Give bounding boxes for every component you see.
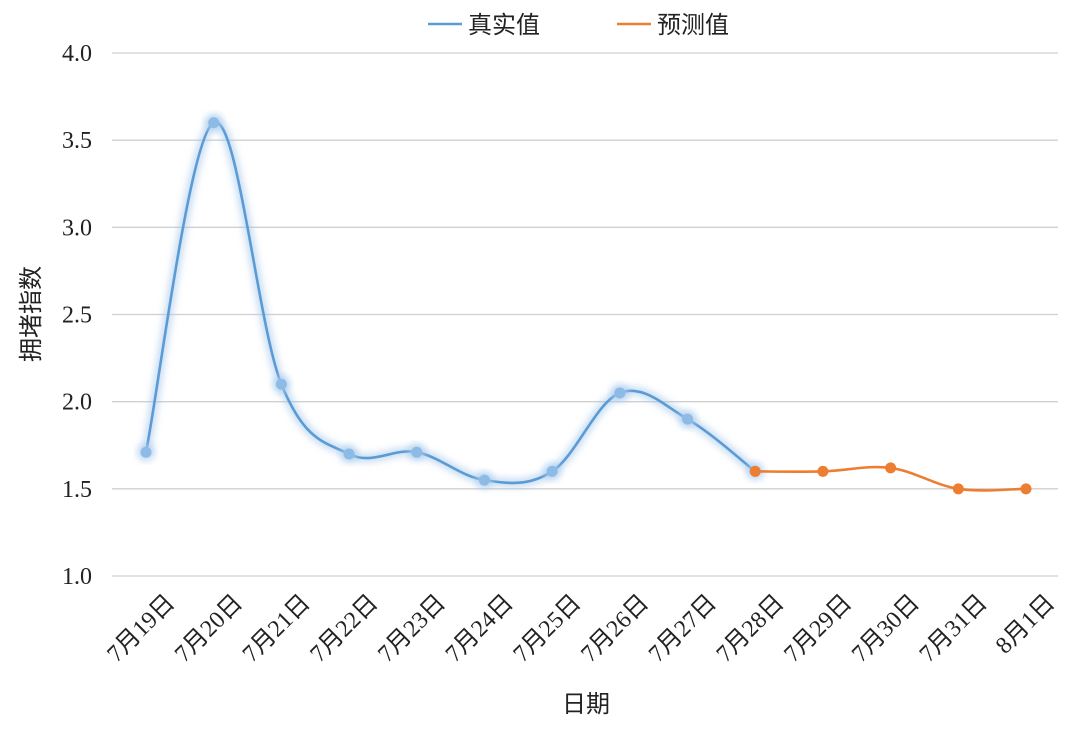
data-point-actual bbox=[275, 378, 287, 390]
data-point-predicted bbox=[1020, 483, 1032, 495]
x-tick-label: 7月24日 bbox=[441, 590, 519, 668]
x-tick-labels: 7月19日7月20日7月21日7月22日7月23日7月24日7月25日7月26日… bbox=[102, 590, 1060, 668]
series-lines bbox=[137, 113, 1032, 495]
x-tick-label: 7月25日 bbox=[509, 590, 587, 668]
data-point-actual bbox=[343, 448, 355, 460]
legend-label: 预测值 bbox=[657, 11, 729, 39]
x-tick-label: 7月30日 bbox=[847, 590, 925, 668]
x-tick-label: 7月22日 bbox=[306, 590, 384, 668]
x-tick-label: 7月20日 bbox=[170, 590, 248, 668]
data-point-actual bbox=[682, 413, 694, 425]
data-point-actual bbox=[140, 446, 152, 458]
y-tick-label: 2.5 bbox=[62, 303, 92, 329]
x-axis-title: 日期 bbox=[562, 690, 610, 718]
y-tick-label: 2.0 bbox=[62, 390, 92, 416]
x-tick-label: 7月23日 bbox=[373, 590, 451, 668]
y-tick-label: 3.0 bbox=[62, 215, 92, 241]
data-point-actual bbox=[208, 117, 220, 129]
data-point-predicted bbox=[749, 465, 761, 477]
x-tick-label: 8月1日 bbox=[991, 590, 1060, 659]
legend-label: 真实值 bbox=[468, 11, 540, 39]
x-tick-label: 7月31日 bbox=[915, 590, 993, 668]
x-tick-label: 7月29日 bbox=[779, 590, 857, 668]
legend: 真实值 预测值 bbox=[428, 11, 729, 39]
y-tick-label: 4.0 bbox=[62, 41, 92, 67]
grid-lines bbox=[112, 52, 1058, 577]
x-tick-label: 7月26日 bbox=[576, 590, 654, 668]
x-tick-label: 7月21日 bbox=[238, 590, 316, 668]
data-point-predicted bbox=[885, 462, 897, 474]
x-tick-label: 7月19日 bbox=[102, 590, 180, 668]
y-tick-label: 3.5 bbox=[62, 128, 92, 154]
series-line-actual bbox=[144, 121, 757, 485]
y-tick-labels: 1.0 1.5 2.0 2.5 3.0 3.5 4.0 bbox=[62, 41, 92, 590]
data-point-actual bbox=[478, 474, 490, 486]
x-tick-label: 7月27日 bbox=[644, 590, 722, 668]
data-point-predicted bbox=[952, 483, 964, 495]
y-tick-label: 1.5 bbox=[62, 477, 92, 503]
y-tick-label: 1.0 bbox=[62, 564, 92, 590]
data-point-actual bbox=[546, 465, 558, 477]
data-point-actual bbox=[411, 446, 423, 458]
y-axis-title: 拥堵指数 bbox=[17, 266, 45, 362]
data-point-predicted bbox=[817, 465, 829, 477]
data-point-actual bbox=[614, 387, 626, 399]
x-tick-label: 7月28日 bbox=[712, 590, 790, 668]
